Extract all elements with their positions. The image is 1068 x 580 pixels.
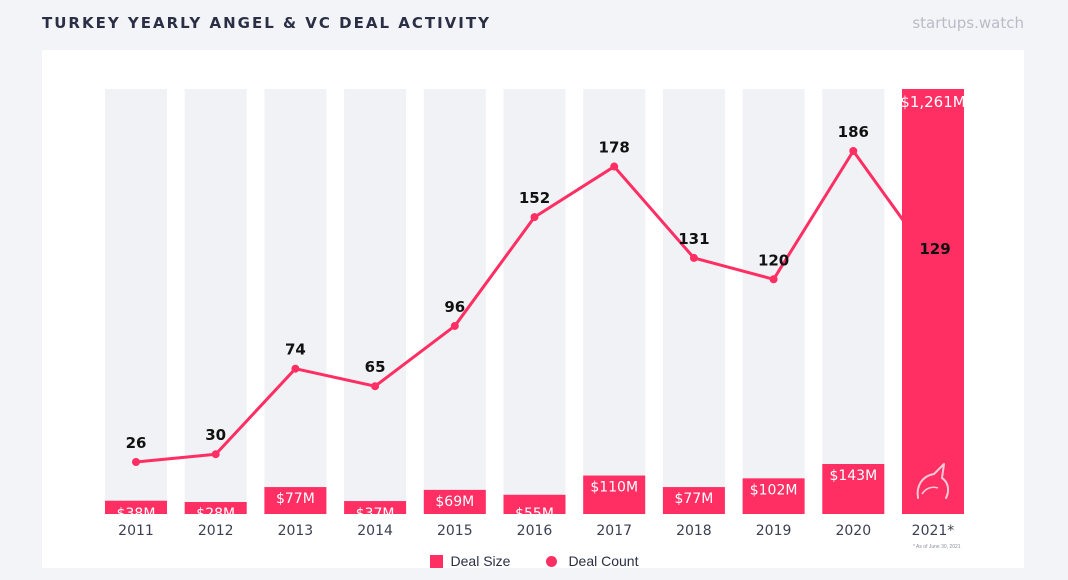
x-tick-label: 2018 — [676, 523, 712, 539]
deal-size-bar — [822, 464, 885, 514]
deal-size-bars — [105, 89, 964, 514]
deal-count-point — [929, 257, 937, 266]
x-tick-label: 2011 — [118, 523, 154, 539]
x-tick-label: 2015 — [437, 523, 473, 539]
legend-swatch-marker — [544, 555, 560, 568]
background-column — [822, 89, 885, 514]
deal-count-label: 152 — [519, 189, 550, 207]
deal-size-bar — [503, 494, 566, 514]
deal-size-bar — [662, 487, 725, 514]
deal-size-label: $102M — [750, 482, 798, 498]
legend-item-deal-size: Deal Size — [429, 553, 511, 569]
deal-count-label: 74 — [285, 341, 306, 359]
deal-count-label: 26 — [126, 434, 147, 452]
deal-count-point — [849, 147, 858, 155]
deal-size-label: $38M — [117, 506, 156, 522]
deal-count-label: 120 — [758, 251, 789, 269]
x-tick-label: 2017 — [596, 523, 632, 539]
x-tick-label: 2014 — [357, 523, 393, 539]
background-column — [742, 89, 805, 514]
deal-size-label: $69M — [435, 494, 474, 510]
background-column — [662, 89, 725, 514]
deal-size-labels: $38M $28M $77M $37M $69M $55M $110M $77M $102M $1… — [117, 93, 965, 522]
deal-count-point — [689, 253, 698, 262]
background-columns — [105, 89, 964, 514]
deal-count-point — [132, 458, 140, 466]
x-tick-label: 2020 — [835, 523, 871, 539]
deal-count-label: 96 — [444, 298, 465, 316]
deal-size-bar — [742, 478, 805, 514]
deal-size-label: $77M — [276, 491, 315, 507]
deal-size-bar — [264, 487, 327, 514]
deal-count-label: 129 — [919, 240, 950, 258]
deal-count-label: 65 — [365, 358, 386, 376]
deal-count-point — [450, 321, 459, 330]
deal-size-bar — [583, 475, 646, 514]
deal-count-line-layer — [132, 147, 937, 466]
legend-label-deal-size: Deal Size — [450, 553, 511, 569]
deal-count-point — [610, 162, 619, 171]
deal-count-point — [530, 213, 539, 222]
deal-size-label: $37M — [356, 506, 395, 522]
background-column — [503, 89, 566, 514]
deal-count-point — [211, 450, 220, 459]
deal-size-bar — [423, 489, 486, 514]
background-column — [105, 89, 167, 514]
background-column — [344, 89, 407, 514]
deal-count-point — [769, 275, 778, 284]
deal-size-bar — [105, 500, 167, 514]
background-column — [184, 89, 247, 514]
unicorn-icon — [916, 463, 950, 499]
legend-item-deal-count: Deal Count — [544, 553, 638, 569]
x-axis-ticks: 2011 2012 2013 2014 2015 2016 2017 2018 2019 2020… — [118, 523, 954, 539]
deal-size-bar — [184, 502, 247, 514]
deal-size-label: $28M — [196, 506, 235, 522]
background-column — [423, 89, 486, 514]
chart-title: TURKEY YEARLY ANGEL & VC DEAL ACTIVITY — [42, 14, 491, 32]
footnote: * As of June 30, 2021 — [913, 544, 961, 550]
x-tick-label: 2013 — [278, 523, 314, 539]
deal-size-label: $1,261M — [900, 93, 965, 111]
deal-count-point — [291, 364, 300, 373]
deal-count-labels: 26 30 74 65 96 152 178 131 120 186 129 — [126, 123, 951, 452]
x-tick-label: 2019 — [756, 523, 792, 539]
deal-count-label: 186 — [838, 123, 869, 141]
deal-size-label: $55M — [515, 506, 554, 522]
deal-size-label: $77M — [674, 491, 713, 507]
deal-count-label: 178 — [599, 139, 630, 157]
background-column — [264, 89, 327, 514]
deal-count-point — [371, 382, 380, 391]
x-tick-label: 2012 — [198, 523, 234, 539]
legend-swatch-bar — [429, 554, 443, 568]
deal-size-label: $110M — [590, 480, 638, 496]
brand-logo-text: startups.watch — [912, 14, 1024, 32]
chart-legend: Deal Size Deal Count — [0, 553, 1068, 569]
legend-label-deal-count: Deal Count — [568, 553, 639, 569]
x-tick-label: 2021* — [912, 523, 955, 539]
deal-size-bar — [344, 501, 407, 514]
x-tick-label: 2016 — [517, 523, 553, 539]
deal-size-label: $143M — [829, 468, 877, 484]
deal-count-label: 131 — [678, 230, 709, 248]
background-column — [583, 89, 646, 514]
deal-count-label: 30 — [205, 426, 226, 444]
deal-size-bar — [902, 89, 964, 514]
